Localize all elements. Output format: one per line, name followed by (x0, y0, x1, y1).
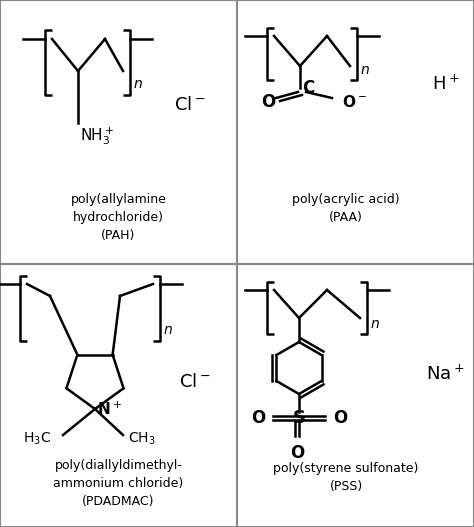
Text: $n$: $n$ (133, 77, 143, 91)
Text: CH$_3$: CH$_3$ (128, 431, 155, 447)
Text: H$^+$: H$^+$ (432, 74, 459, 94)
Text: $n$: $n$ (370, 317, 380, 331)
Text: N$^+$: N$^+$ (97, 401, 122, 418)
Text: NH$_3^+$: NH$_3^+$ (80, 125, 114, 147)
Text: H$_3$C: H$_3$C (23, 431, 51, 447)
Text: poly(allylamine: poly(allylamine (71, 193, 166, 206)
Text: O: O (333, 409, 347, 427)
Text: Cl$^-$: Cl$^-$ (179, 373, 210, 392)
Text: S: S (292, 409, 306, 427)
Text: poly(styrene sulfonate): poly(styrene sulfonate) (273, 462, 419, 475)
Text: O$^-$: O$^-$ (342, 94, 367, 110)
Text: O: O (290, 444, 304, 462)
Text: $n$: $n$ (163, 323, 173, 337)
Text: $n$: $n$ (360, 63, 370, 77)
Text: poly(acrylic acid): poly(acrylic acid) (292, 193, 400, 206)
Text: C: C (302, 79, 314, 97)
Text: Cl$^-$: Cl$^-$ (174, 96, 205, 114)
Text: poly(diallyldimethyl-: poly(diallyldimethyl- (55, 459, 182, 472)
Text: O: O (251, 409, 265, 427)
Text: hydrochloride): hydrochloride) (73, 211, 164, 224)
Text: ammonium chloride): ammonium chloride) (54, 477, 183, 490)
Text: Na$^+$: Na$^+$ (427, 365, 465, 384)
Text: (PSS): (PSS) (329, 480, 363, 493)
Text: (PAH): (PAH) (101, 229, 136, 242)
Text: (PAA): (PAA) (329, 211, 363, 224)
Text: (PDADMAC): (PDADMAC) (82, 495, 155, 508)
Text: O: O (261, 93, 275, 111)
